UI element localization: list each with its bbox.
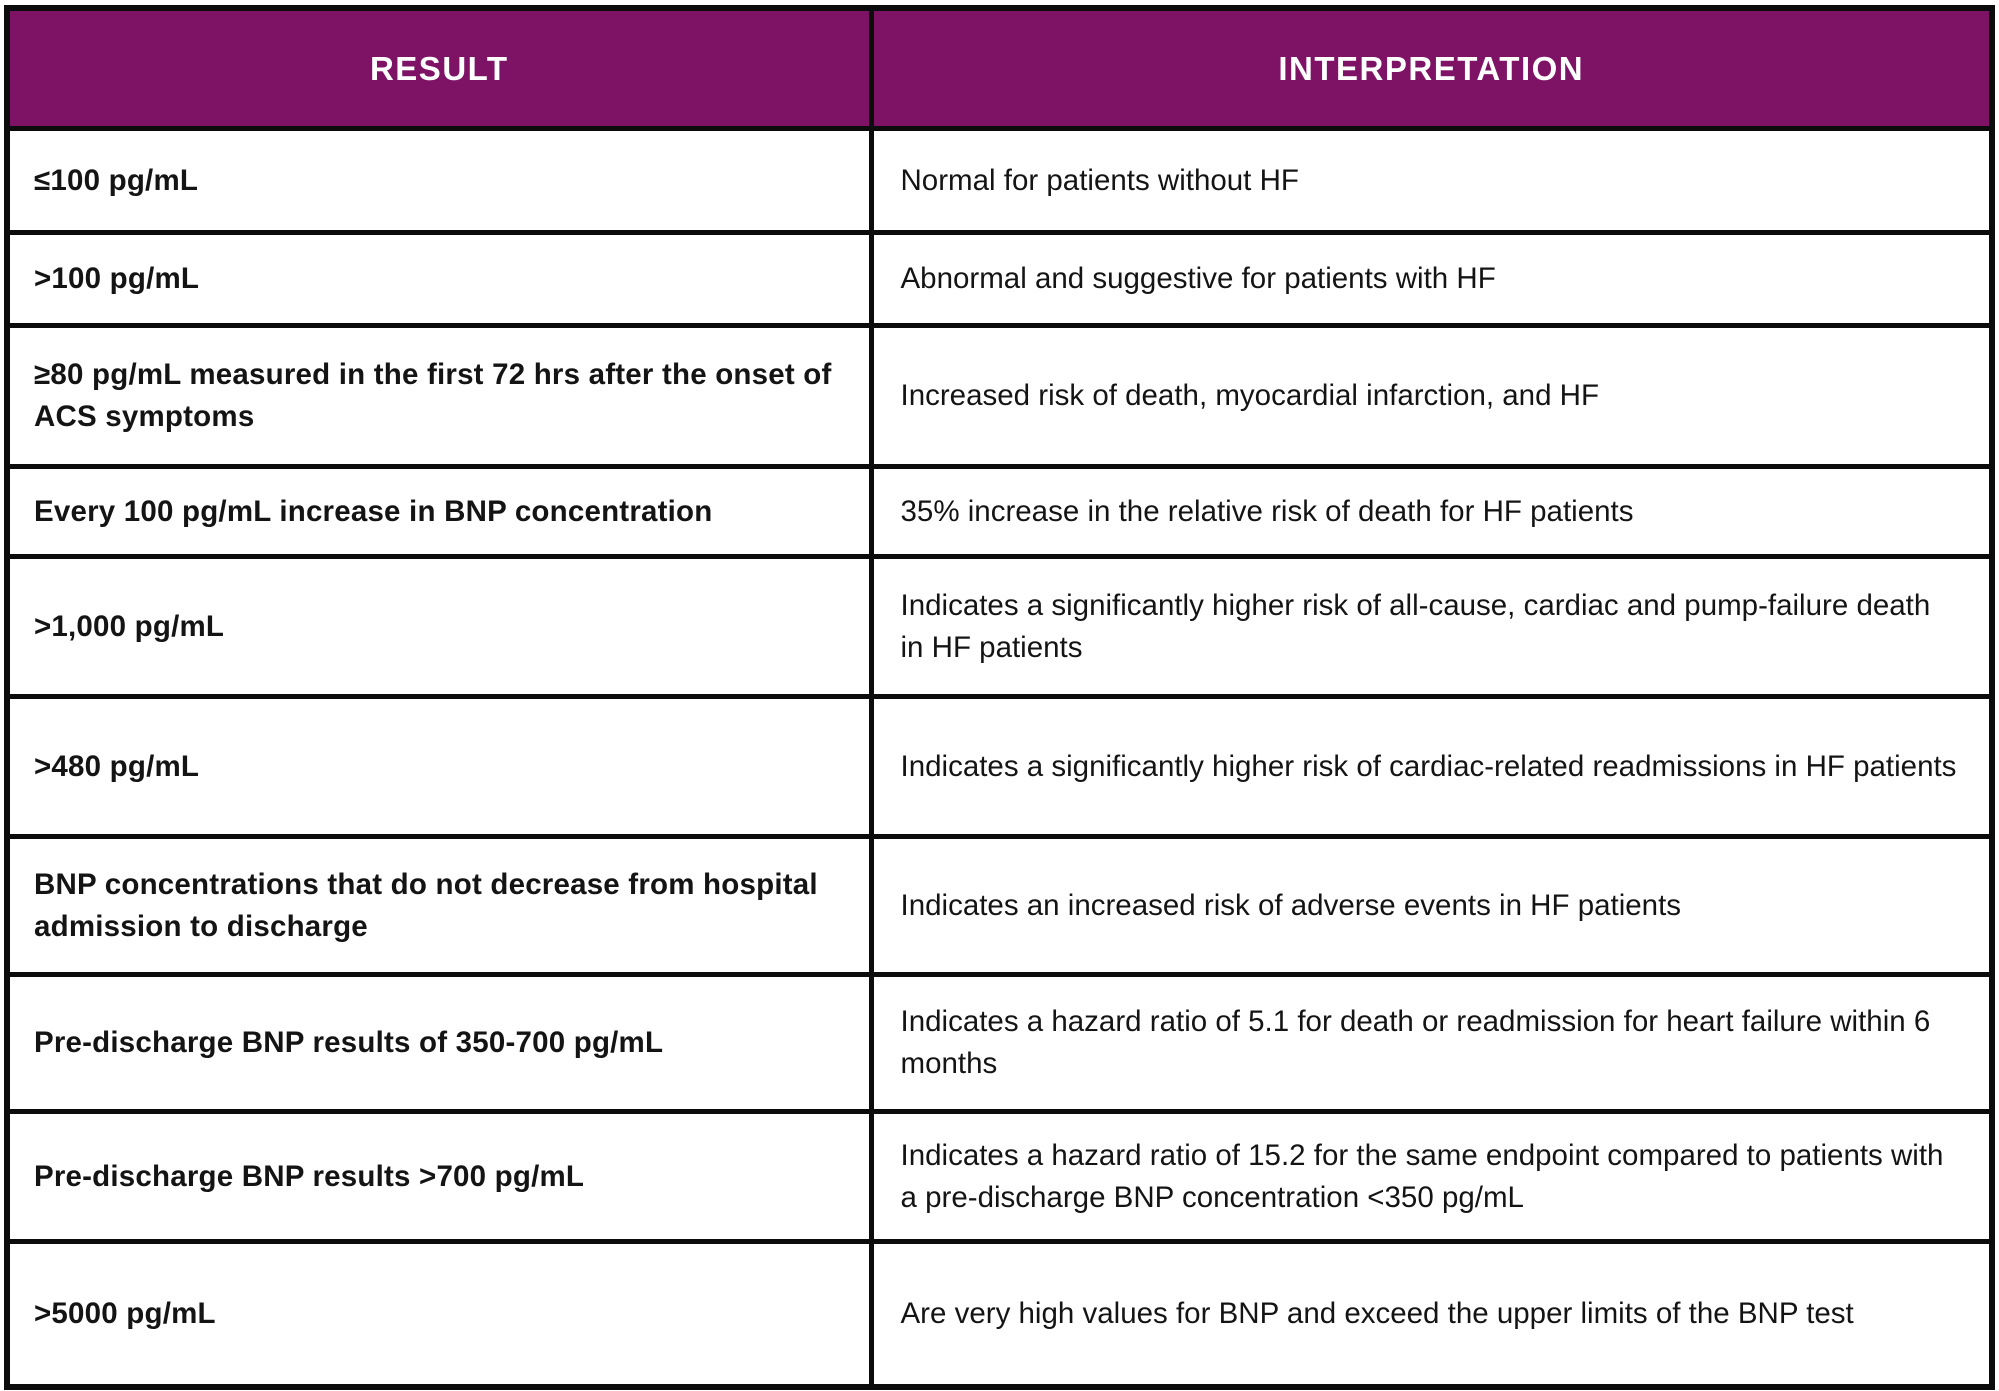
table-row: Pre-discharge BNP results >700 pg/mL Ind…	[4, 1109, 1995, 1244]
result-cell: BNP concentrations that do not decrease …	[4, 834, 874, 977]
table-row: Every 100 pg/mL increase in BNP concentr…	[4, 464, 1995, 559]
header-row: RESULT INTERPRETATION	[4, 5, 1995, 131]
table-row: Pre-discharge BNP results of 350-700 pg/…	[4, 972, 1995, 1114]
result-cell: >5000 pg/mL	[4, 1239, 874, 1389]
bnp-results-table: RESULT INTERPRETATION ≤100 pg/mL Normal …	[4, 5, 1995, 1390]
result-cell: Pre-discharge BNP results >700 pg/mL	[4, 1109, 874, 1244]
interpretation-cell: Indicates an increased risk of adverse e…	[868, 834, 1995, 977]
interpretation-cell: Normal for patients without HF	[868, 126, 1995, 235]
column-header-interpretation: INTERPRETATION	[868, 5, 1995, 131]
table-body: ≤100 pg/mL Normal for patients without H…	[4, 126, 1995, 1389]
table-row: ≥80 pg/mL measured in the first 72 hrs a…	[4, 323, 1995, 469]
table-row: >1,000 pg/mL Indicates a significantly h…	[4, 554, 1995, 699]
interpretation-cell: Increased risk of death, myocardial infa…	[868, 323, 1995, 469]
table-row: >100 pg/mL Abnormal and suggestive for p…	[4, 230, 1995, 328]
table-header: RESULT INTERPRETATION	[4, 5, 1995, 131]
table-row: >480 pg/mL Indicates a significantly hig…	[4, 694, 1995, 839]
table-row: >5000 pg/mL Are very high values for BNP…	[4, 1239, 1995, 1389]
interpretation-cell: Indicates a significantly higher risk of…	[868, 554, 1995, 699]
result-cell: Pre-discharge BNP results of 350-700 pg/…	[4, 972, 874, 1114]
result-cell: ≥80 pg/mL measured in the first 72 hrs a…	[4, 323, 874, 469]
result-cell: >1,000 pg/mL	[4, 554, 874, 699]
result-cell: >480 pg/mL	[4, 694, 874, 839]
interpretation-cell: Indicates a hazard ratio of 15.2 for the…	[868, 1109, 1995, 1244]
interpretation-cell: Indicates a significantly higher risk of…	[868, 694, 1995, 839]
table-row: BNP concentrations that do not decrease …	[4, 834, 1995, 977]
result-cell: >100 pg/mL	[4, 230, 874, 328]
column-header-result: RESULT	[4, 5, 874, 131]
result-cell: ≤100 pg/mL	[4, 126, 874, 235]
interpretation-cell: Abnormal and suggestive for patients wit…	[868, 230, 1995, 328]
table-row: ≤100 pg/mL Normal for patients without H…	[4, 126, 1995, 235]
interpretation-cell: Indicates a hazard ratio of 5.1 for deat…	[868, 972, 1995, 1114]
result-cell: Every 100 pg/mL increase in BNP concentr…	[4, 464, 874, 559]
interpretation-cell: Are very high values for BNP and exceed …	[868, 1239, 1995, 1389]
interpretation-cell: 35% increase in the relative risk of dea…	[868, 464, 1995, 559]
